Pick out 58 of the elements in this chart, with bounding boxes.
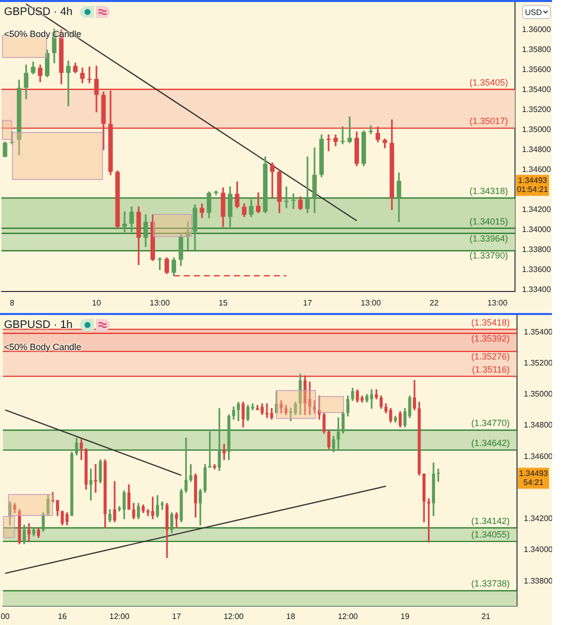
y-tick-label: 1.36000 (522, 25, 552, 34)
x-tick-label: 21 (481, 612, 491, 622)
x-tick-label: 13:00 (360, 298, 382, 308)
y-tick-label: 1.35600 (522, 65, 552, 74)
ref-line-label: (1.35116) (472, 364, 510, 374)
candlestick (313, 400, 316, 414)
y-tick-label: 1.33400 (522, 284, 552, 294)
candlestick (305, 156, 310, 214)
chart-title: GBPUSD · 1h (4, 318, 72, 332)
y-tick-label: 1.33800 (522, 244, 552, 254)
x-tick-label: 00 (0, 612, 10, 622)
ref-line-label: (1.34318) (469, 186, 508, 196)
x-tick-label: 16 (58, 612, 68, 622)
y-tick-label: 1.33600 (522, 264, 552, 274)
ref-line-label: (1.35392) (471, 333, 510, 344)
text: <50% Body Candle (4, 342, 82, 352)
y-tick-label: 1.34600 (522, 165, 552, 174)
ref-line-label: (1.34055) (471, 529, 510, 540)
x-tick-label: 17 (172, 612, 182, 622)
candlestick (10, 132, 14, 144)
candlestick (87, 66, 92, 84)
y-tick-label: 1.34200 (522, 204, 552, 214)
ref-line-label: (1.34142) (471, 516, 510, 526)
x-tick-label: 10 (92, 298, 102, 308)
ref-line-label: (1.33964) (469, 233, 508, 244)
candlestick (214, 190, 218, 196)
x-tick-label: 12:00 (109, 612, 130, 622)
ref-line-label: (1.34015) (469, 216, 508, 226)
text: 1.34493 (518, 176, 548, 186)
x-tick-label: 22 (430, 298, 440, 308)
ref-line-label: (1.35405) (469, 77, 508, 88)
ref-line-label: (1.33738) (471, 578, 510, 589)
ref-line-label: (1.33790) (469, 250, 508, 261)
x-tick-label: 12:00 (338, 612, 358, 622)
y-tick-label: 1.35800 (522, 45, 552, 54)
y-tick-label: 1.35000 (522, 125, 552, 134)
x-tick-label: 12:00 (224, 612, 244, 622)
text: 54:21 (523, 478, 544, 487)
x-tick-label: 19 (400, 612, 410, 622)
x-tick-label: 13:00 (487, 298, 508, 308)
text: 1.34493 (518, 468, 548, 478)
x-tick-label: 8 (10, 298, 15, 308)
ref-line-label: (1.34770) (471, 418, 510, 428)
candlestick (184, 438, 188, 493)
candlestick (291, 193, 296, 210)
y-tick-label: 1.34800 (522, 145, 552, 154)
x-tick-label: 18 (286, 612, 296, 622)
text: 01:54:21 (516, 185, 549, 194)
ref-line-label: (1.34642) (471, 438, 510, 448)
y-tick-label: 1.35200 (522, 105, 552, 114)
x-tick-label: 13:00 (150, 298, 170, 308)
x-tick-label: 15 (218, 298, 228, 308)
ref-line-label: (1.35418) (471, 317, 510, 328)
y-tick-label: 1.35400 (522, 85, 552, 94)
text: USD (525, 8, 542, 16)
y-tick-label: 1.34000 (522, 224, 552, 234)
ref-line-label: (1.35276) (471, 351, 510, 362)
x-tick-label: 17 (303, 298, 312, 308)
